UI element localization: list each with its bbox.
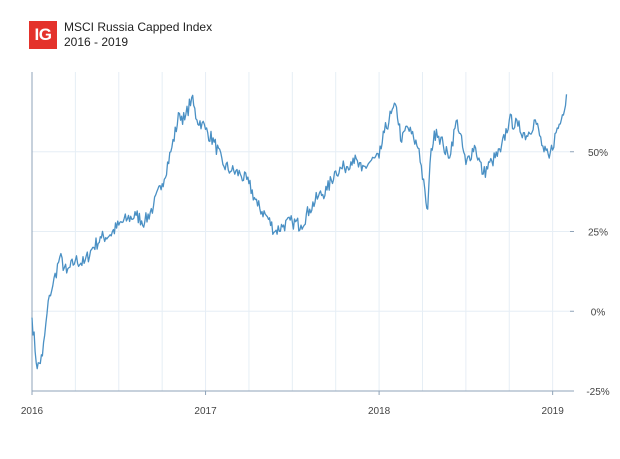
chart-tick-labels: 50% 25% 0% -25% 2016 2017 2018 2019	[21, 148, 610, 417]
series-line	[31, 94, 568, 370]
chart-series	[31, 94, 568, 370]
x-tick-label: 2018	[368, 406, 391, 417]
y-tick-label: 25%	[588, 228, 608, 239]
ig-logo-text: IG	[34, 25, 52, 44]
ig-logo: IG	[29, 21, 57, 49]
y-tick-label: 50%	[588, 148, 608, 159]
x-tick-label: 2019	[542, 406, 565, 417]
chart-axes	[31, 72, 574, 395]
y-tick-label: -25%	[586, 387, 609, 398]
y-tick-label: 0%	[591, 307, 606, 318]
x-tick-label: 2016	[21, 406, 44, 417]
chart-title: MSCI Russia Capped Index	[64, 20, 213, 34]
x-tick-label: 2017	[194, 406, 217, 417]
chart-subtitle: 2016 - 2019	[64, 35, 129, 49]
chart-grid	[32, 72, 570, 392]
